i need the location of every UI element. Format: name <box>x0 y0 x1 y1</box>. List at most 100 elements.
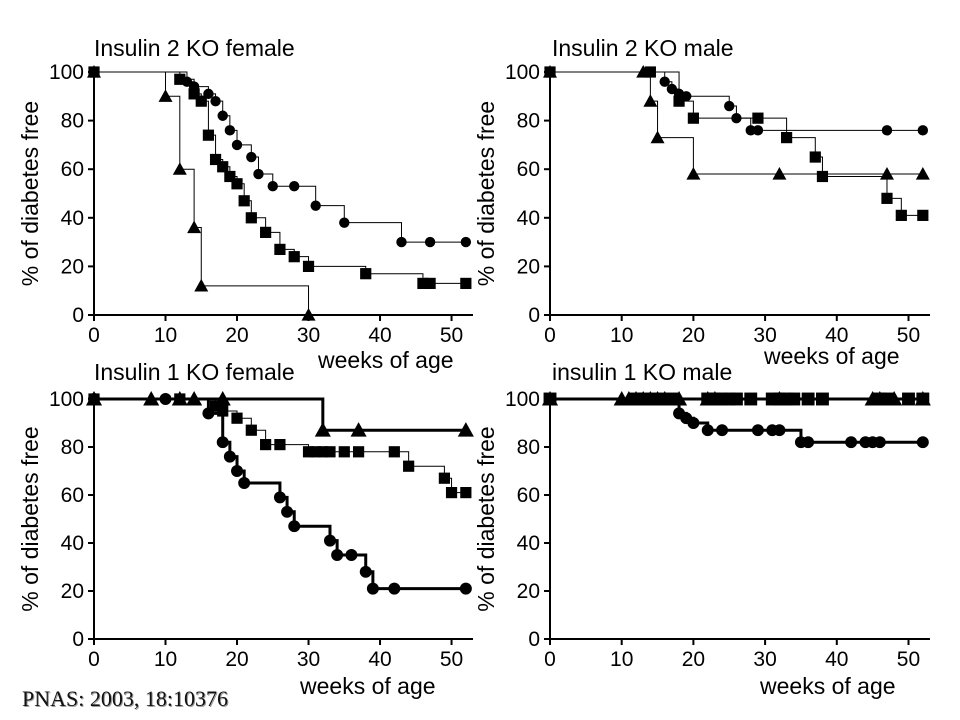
data-point <box>245 212 257 224</box>
panel-title: Insulin 1 KO female <box>94 359 295 385</box>
y-tick-label: 20 <box>61 255 84 278</box>
data-point <box>224 170 236 183</box>
data-point <box>274 243 286 255</box>
y-tick-label: 0 <box>72 304 84 327</box>
y-axis-label: % of diabetes free <box>473 101 499 286</box>
citation-text: PNAS: 2003, 18:10376 <box>18 686 232 712</box>
data-point <box>143 390 160 406</box>
data-point <box>223 450 236 463</box>
y-tick-label: 20 <box>517 255 540 278</box>
data-point <box>274 439 286 451</box>
data-point <box>324 446 336 458</box>
data-point <box>752 112 764 124</box>
series-circle <box>544 66 929 136</box>
x-tick-label: 30 <box>297 648 320 671</box>
x-tick-label: 50 <box>897 648 920 671</box>
x-tick-label: 10 <box>610 324 633 347</box>
data-point <box>445 487 458 499</box>
series-triangle <box>85 390 474 437</box>
data-point <box>751 424 764 437</box>
series-circle <box>544 393 929 449</box>
data-point <box>656 390 673 406</box>
y-tick-label: 20 <box>61 580 84 603</box>
data-point <box>339 217 350 228</box>
data-point <box>158 89 173 102</box>
data-point <box>543 65 557 78</box>
data-point <box>873 436 886 449</box>
y-tick-label: 100 <box>49 388 84 411</box>
data-point <box>881 125 893 136</box>
panel-title: Insulin 2 KO male <box>552 35 734 61</box>
data-point <box>238 195 250 207</box>
data-point <box>460 487 472 499</box>
data-point <box>457 422 474 437</box>
y-tick-label: 100 <box>49 61 84 84</box>
x-tick-label: 0 <box>88 648 100 671</box>
data-point <box>231 139 243 151</box>
data-point <box>671 390 688 406</box>
data-point <box>772 167 787 180</box>
data-point <box>424 277 436 290</box>
x-axis-label: weeks of age <box>759 673 896 699</box>
data-point <box>210 95 221 107</box>
data-point <box>636 65 651 78</box>
data-point <box>352 446 365 458</box>
data-point <box>214 390 231 406</box>
data-point <box>302 260 315 272</box>
y-axis-label: % of diabetes free <box>17 101 43 286</box>
data-point <box>650 130 665 144</box>
data-point <box>781 132 793 144</box>
x-tick-label: 50 <box>440 648 463 671</box>
x-axis-label: weeks of age <box>763 343 900 369</box>
y-tick-label: 60 <box>61 158 84 181</box>
data-point <box>686 167 701 180</box>
x-axis-label: weeks of age <box>317 347 454 373</box>
data-point <box>809 151 821 163</box>
data-point <box>871 390 888 406</box>
data-point <box>460 277 472 290</box>
y-tick-label: 60 <box>517 158 540 181</box>
data-point <box>802 436 815 449</box>
x-tick-label: 20 <box>682 324 705 347</box>
series-circle <box>88 393 472 595</box>
data-point <box>701 424 714 437</box>
data-point <box>895 209 907 221</box>
y-tick-label: 60 <box>61 484 84 507</box>
data-point <box>331 549 344 561</box>
data-point <box>706 390 723 406</box>
series-step-line <box>94 71 466 243</box>
series-step-line <box>550 397 923 444</box>
y-tick-label: 40 <box>61 532 84 555</box>
data-point <box>915 167 930 180</box>
y-tick-label: 40 <box>517 207 540 230</box>
data-point <box>317 446 329 458</box>
data-point <box>314 422 331 437</box>
data-point <box>195 95 207 107</box>
series-square <box>88 393 472 499</box>
data-point <box>194 278 209 292</box>
data-point <box>917 209 929 221</box>
data-point <box>917 125 929 136</box>
series-step-line <box>550 71 923 216</box>
x-tick-label: 20 <box>225 324 248 347</box>
data-point <box>459 582 472 595</box>
x-tick-label: 0 <box>544 648 556 671</box>
series-triangle <box>541 390 931 406</box>
y-tick-label: 80 <box>517 110 540 133</box>
y-tick-label: 40 <box>517 532 540 555</box>
data-point <box>253 168 264 180</box>
data-point <box>202 129 215 141</box>
y-tick-label: 100 <box>505 61 540 84</box>
data-point <box>310 200 321 211</box>
data-point <box>188 88 200 100</box>
data-point <box>224 125 236 136</box>
data-point <box>231 465 243 477</box>
data-point <box>301 308 316 321</box>
series-square <box>544 66 929 221</box>
data-point <box>388 582 401 595</box>
series-triangle <box>87 65 316 321</box>
y-axis-label: % of diabetes free <box>473 426 499 611</box>
data-point <box>752 125 764 136</box>
data-point <box>438 472 450 484</box>
